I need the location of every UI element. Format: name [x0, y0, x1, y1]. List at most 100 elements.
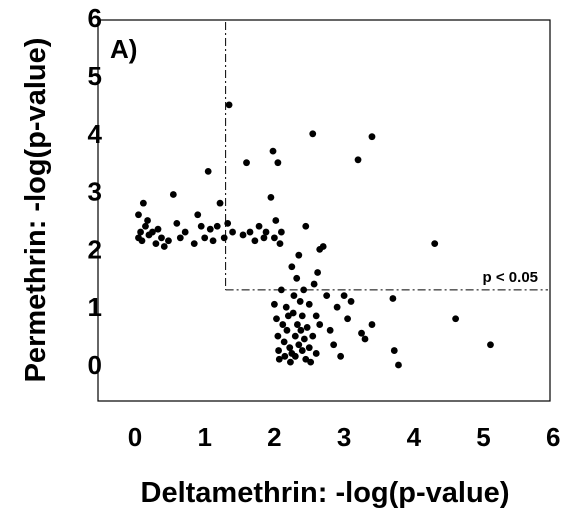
- data-points: [135, 101, 494, 369]
- x-tick-label: 2: [267, 422, 281, 452]
- data-point: [277, 228, 285, 236]
- x-axis-title: Deltamethrin: -log(p-value): [141, 477, 510, 509]
- data-point: [298, 347, 306, 354]
- data-point: [144, 217, 151, 224]
- data-point: [316, 321, 324, 328]
- data-point: [302, 222, 310, 230]
- y-axis: 0 1 2 3 4 5 6: [88, 3, 103, 380]
- data-point: [305, 344, 313, 352]
- data-point: [395, 361, 402, 369]
- data-point: [337, 352, 345, 360]
- data-point: [243, 159, 250, 167]
- data-point: [452, 315, 460, 323]
- data-point: [389, 295, 397, 302]
- data-point: [296, 298, 304, 305]
- y-axis-title: Permethrin: -log(p-value): [20, 38, 52, 383]
- data-point: [213, 222, 221, 230]
- data-point: [307, 358, 315, 366]
- y-tick-label: 5: [88, 61, 102, 91]
- data-point: [239, 231, 247, 239]
- data-point: [295, 251, 303, 259]
- data-point: [283, 326, 291, 334]
- data-point: [290, 292, 298, 300]
- data-point: [297, 326, 305, 334]
- data-point: [347, 298, 355, 305]
- data-point: [260, 234, 268, 242]
- data-point: [289, 309, 297, 317]
- data-point: [262, 228, 270, 236]
- data-point: [135, 211, 142, 219]
- data-point: [305, 300, 313, 308]
- data-point: [354, 156, 362, 164]
- data-point: [431, 240, 439, 248]
- data-point: [282, 303, 290, 311]
- data-point: [314, 269, 322, 276]
- data-point: [269, 147, 277, 155]
- x-tick-label: 3: [337, 422, 351, 452]
- x-axis: 0 1 2 3 4 5 6: [128, 422, 561, 452]
- data-point: [279, 321, 287, 328]
- data-point: [152, 240, 160, 248]
- data-point: [275, 355, 283, 363]
- y-tick-label: 2: [88, 234, 102, 264]
- data-point: [158, 234, 165, 242]
- data-point: [293, 274, 301, 282]
- data-point: [300, 286, 308, 294]
- data-point: [295, 341, 303, 349]
- data-point: [309, 332, 317, 340]
- data-point: [310, 280, 318, 288]
- data-point: [326, 326, 334, 334]
- data-point: [275, 347, 282, 354]
- y-tick-label: 0: [88, 350, 102, 380]
- data-point: [255, 222, 263, 230]
- data-point: [303, 324, 311, 331]
- data-point: [280, 338, 288, 346]
- data-point: [160, 243, 168, 250]
- data-point: [271, 234, 278, 242]
- data-point: [288, 263, 296, 271]
- data-point: [173, 219, 181, 227]
- y-tick-label: 6: [88, 3, 102, 33]
- data-point: [340, 292, 348, 300]
- data-point: [224, 219, 232, 227]
- data-point: [277, 286, 285, 294]
- y-tick-label: 3: [88, 177, 102, 207]
- data-point: [368, 133, 376, 141]
- data-point: [229, 228, 236, 236]
- data-point: [267, 193, 275, 201]
- data-point: [298, 312, 306, 320]
- data-point: [286, 344, 294, 352]
- data-point: [358, 329, 365, 337]
- panel-label: A): [110, 34, 137, 64]
- data-point: [319, 243, 327, 250]
- data-point: [291, 352, 299, 360]
- data-point: [276, 240, 284, 248]
- data-point: [206, 225, 214, 233]
- data-point: [190, 240, 198, 248]
- data-point: [209, 237, 217, 245]
- data-point: [169, 191, 177, 198]
- data-point: [137, 228, 144, 236]
- data-point: [251, 237, 259, 245]
- data-point: [390, 347, 398, 354]
- significance-threshold-lines: [225, 22, 548, 291]
- data-point: [309, 130, 317, 138]
- data-point: [149, 228, 156, 236]
- data-point: [204, 167, 212, 175]
- data-point: [300, 335, 308, 343]
- data-point: [154, 225, 162, 233]
- data-point: [273, 315, 280, 323]
- data-point: [272, 217, 280, 224]
- data-point: [216, 199, 224, 207]
- data-point: [312, 312, 320, 320]
- data-point: [291, 332, 299, 340]
- data-point: [220, 234, 228, 242]
- data-point: [330, 341, 338, 349]
- y-tick-label: 1: [88, 292, 102, 322]
- data-point: [139, 199, 147, 207]
- x-tick-label: 0: [128, 422, 142, 452]
- data-point: [194, 211, 202, 219]
- data-point: [165, 237, 172, 245]
